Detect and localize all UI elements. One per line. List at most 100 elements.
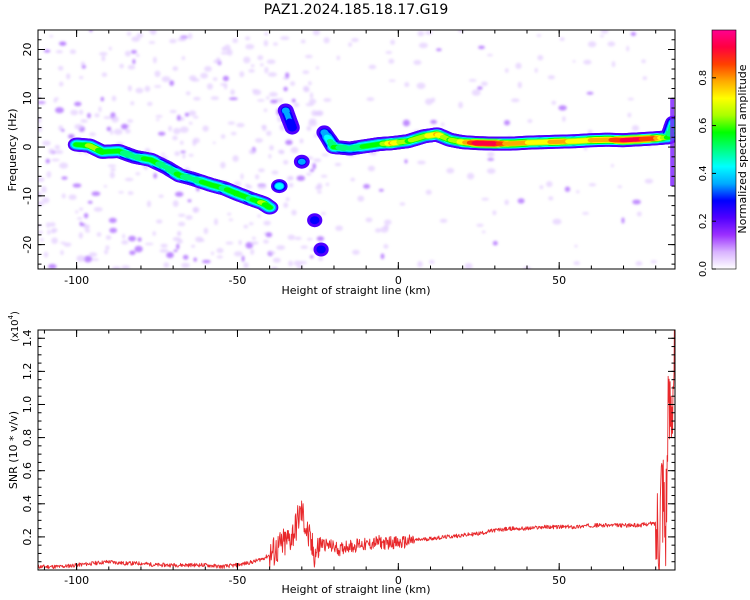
noise-speck <box>163 262 170 268</box>
noise-speck <box>251 236 256 240</box>
noise-speck <box>309 92 314 99</box>
noise-speck <box>98 106 102 113</box>
noise-speck <box>311 110 318 117</box>
noise-speck <box>271 266 278 269</box>
noise-speck <box>182 254 189 260</box>
x-tick-label: -50 <box>228 274 246 287</box>
noise-speck <box>202 125 209 132</box>
noise-speck <box>309 169 314 172</box>
noise-speck <box>546 181 553 188</box>
y-tick-label: 1.2 <box>21 363 34 381</box>
noise-speck <box>552 218 562 225</box>
noise-speck <box>511 98 520 103</box>
noise-speck <box>243 262 249 269</box>
chart-title: PAZ1.2024.185.18.17.G19 <box>264 2 449 18</box>
noise-speck <box>181 262 190 268</box>
noise-speck <box>108 46 112 51</box>
noise-speck <box>107 164 117 168</box>
y-tick-label: 0.8 <box>21 429 34 447</box>
noise-speck <box>159 248 169 253</box>
noise-speck <box>193 96 201 101</box>
noise-speck <box>481 81 488 87</box>
noise-speck <box>124 177 134 182</box>
noise-speck <box>277 149 284 154</box>
colorbar-tick-label: 0.0 <box>698 261 709 277</box>
noise-speck <box>198 239 205 242</box>
noise-speck <box>154 70 161 78</box>
noise-speck <box>559 37 565 42</box>
noise-speck <box>239 71 245 78</box>
noise-speck <box>573 261 580 265</box>
noise-speck <box>600 30 609 34</box>
noise-speck <box>83 213 89 219</box>
noise-speck <box>148 41 156 44</box>
spectrogram-ridge <box>67 103 675 257</box>
noise-speck <box>168 125 173 132</box>
noise-speck <box>158 194 164 198</box>
noise-speck <box>263 220 271 226</box>
noise-speck <box>320 174 328 178</box>
noise-speck <box>238 240 242 245</box>
noise-speck <box>109 171 115 179</box>
noise-speck <box>335 225 343 231</box>
noise-speck <box>216 255 223 259</box>
noise-speck <box>265 232 273 238</box>
noise-speck <box>317 183 323 189</box>
noise-speck <box>642 76 647 80</box>
colorbar-frame <box>711 29 737 270</box>
y-tick-label: 0.2 <box>21 528 34 546</box>
noise-speck <box>172 135 178 141</box>
ridge-blob <box>311 218 318 223</box>
noise-speck <box>188 153 194 157</box>
noise-speck <box>38 116 42 124</box>
noise-speck <box>476 223 484 227</box>
noise-speck <box>240 173 244 180</box>
noise-speck <box>144 242 154 246</box>
noise-speck <box>53 98 58 103</box>
noise-speck <box>127 64 136 70</box>
noise-speck <box>504 68 509 73</box>
noise-speck <box>104 249 109 255</box>
noise-speck <box>632 199 641 205</box>
noise-speck <box>184 112 190 117</box>
noise-speck <box>416 82 426 90</box>
noise-speck <box>220 51 229 55</box>
noise-speck <box>312 30 320 36</box>
noise-speck <box>100 96 105 102</box>
edge-feature <box>670 98 675 187</box>
noise-speck <box>309 255 314 259</box>
noise-speck <box>468 79 477 82</box>
noise-speck <box>224 83 228 90</box>
snr-scale-exponent: 4 <box>7 314 15 319</box>
noise-speck <box>135 172 141 176</box>
noise-speck <box>293 102 300 108</box>
noise-speck <box>366 97 375 102</box>
noise-speck <box>287 234 295 240</box>
noise-speck <box>125 128 131 134</box>
noise-speck <box>45 158 50 164</box>
noise-speck <box>257 214 261 218</box>
noise-speck <box>127 31 132 36</box>
noise-speck <box>313 134 318 138</box>
noise-speck <box>380 226 389 233</box>
noise-speck <box>471 89 481 96</box>
noise-speck <box>110 167 116 172</box>
noise-speck <box>58 65 64 71</box>
noise-speck <box>176 243 180 250</box>
noise-speck <box>548 196 554 201</box>
noise-speck <box>417 160 426 165</box>
snr-frame <box>37 329 676 571</box>
y-tick-label: -20 <box>21 236 34 254</box>
noise-speck <box>178 213 186 217</box>
noise-speck <box>72 183 82 188</box>
noise-speck <box>306 172 312 176</box>
colorbar-tick-label: 0.8 <box>698 70 709 86</box>
noise-speck <box>177 114 181 121</box>
noise-speck <box>122 233 126 239</box>
noise-speck <box>38 101 46 104</box>
noise-speck <box>212 141 216 144</box>
noise-speck <box>245 44 255 50</box>
noise-speck <box>200 72 209 79</box>
noise-speck <box>248 69 255 73</box>
